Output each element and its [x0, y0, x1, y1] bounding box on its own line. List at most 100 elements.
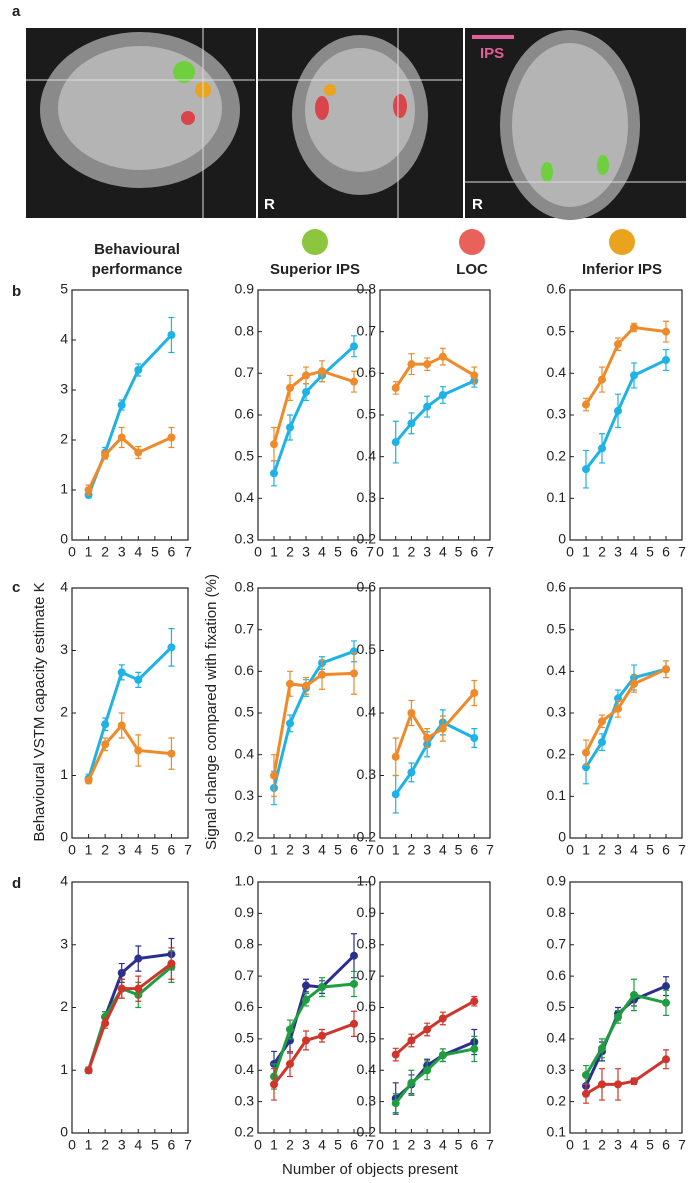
- data-point: [582, 400, 590, 409]
- x-tick-label: 0: [376, 1137, 384, 1153]
- data-point: [423, 734, 432, 742]
- series-line: [394, 379, 475, 444]
- panel-label: a: [12, 3, 21, 20]
- data-point: [662, 356, 670, 364]
- y-tick-label: 0.1: [547, 1124, 567, 1140]
- x-tick-label: 6: [168, 842, 176, 858]
- y-axis-title: Signal change compared with fixation (%): [203, 574, 220, 850]
- x-tick-label: 6: [662, 1137, 670, 1153]
- x-tick-label: 5: [151, 842, 159, 858]
- y-tick-label: 0.6: [547, 579, 567, 595]
- series-line: [272, 982, 355, 1078]
- data-point: [270, 469, 278, 478]
- data-point: [302, 371, 310, 380]
- brain-images: R IPS R: [26, 28, 686, 220]
- x-tick-label: 2: [408, 1137, 416, 1153]
- blob: [181, 111, 195, 125]
- y-tick-label: 0.2: [357, 829, 377, 845]
- x-tick-label: 4: [439, 1137, 447, 1153]
- data-point: [614, 406, 622, 415]
- plot-frame: [257, 881, 371, 1134]
- x-tick-label: 7: [366, 1137, 374, 1153]
- y-tick-label: 0.1: [547, 787, 567, 803]
- x-tick-label: 1: [582, 842, 590, 858]
- y-tick-label: 0.4: [235, 489, 255, 505]
- y-tick-label: 0.9: [235, 904, 255, 920]
- chart: 0.3 0.4 0.5 0.6 0.7 0.8 0.9 0 1 2 3 4 5 6 7: [235, 281, 375, 560]
- y-tick-label: 0.8: [235, 935, 255, 951]
- x-tick-label: 6: [470, 842, 478, 858]
- data-point: [598, 717, 606, 726]
- y-tick-label: 0.5: [357, 1030, 377, 1046]
- data-point: [167, 331, 176, 339]
- data-point: [286, 383, 294, 392]
- series-line: [87, 646, 173, 780]
- x-tick-label: 3: [614, 842, 622, 858]
- x-tick-label: 3: [118, 1137, 126, 1153]
- y-tick-label: 0.2: [547, 745, 567, 761]
- x-tick-label: 7: [678, 842, 686, 858]
- x-tick-label: 1: [392, 544, 400, 560]
- y-tick-label: 0.5: [235, 447, 255, 463]
- y-tick-label: 0: [558, 531, 566, 547]
- y-tick-label: 0.3: [547, 1061, 567, 1077]
- x-tick-label: 1: [270, 1137, 278, 1153]
- x-tick-label: 3: [118, 544, 126, 560]
- chart: 0 0.1 0.2 0.3 0.4 0.5 0.6 0 1 2 3 4 5 6 7: [547, 281, 687, 560]
- data-point: [134, 746, 143, 755]
- y-tick-label: 1.0: [357, 873, 377, 889]
- x-tick-label: 4: [630, 544, 638, 560]
- x-tick-label: 2: [286, 1137, 294, 1153]
- data-point: [614, 340, 622, 349]
- y-tick-label: 0.3: [357, 1092, 377, 1108]
- y-tick-label: 0.6: [547, 281, 567, 297]
- y-tick-label: 0: [60, 531, 68, 547]
- x-tick-label: 6: [168, 544, 176, 560]
- y-tick-label: 0.3: [235, 787, 255, 803]
- y-tick-label: 0.9: [235, 281, 255, 297]
- data-point: [438, 724, 447, 733]
- y-tick-label: 0.6: [235, 406, 255, 422]
- data-point: [350, 669, 358, 678]
- x-tick-label: 3: [423, 842, 431, 858]
- plot-frame: [257, 587, 371, 839]
- data-point: [84, 776, 93, 785]
- x-tick-label: 7: [486, 842, 494, 858]
- blob: [173, 61, 195, 83]
- data-point: [582, 1070, 590, 1079]
- data-point: [391, 752, 400, 761]
- y-tick-label: 1: [60, 766, 68, 782]
- y-tick-label: 5: [60, 281, 68, 297]
- y-tick-label: 0.2: [235, 829, 255, 845]
- series-line: [394, 1047, 475, 1105]
- y-tick-label: 0.4: [357, 1061, 377, 1077]
- data-point: [423, 402, 432, 411]
- y-tick-label: 0.6: [235, 998, 255, 1014]
- x-tick-label: 4: [318, 544, 326, 560]
- y-tick-label: 0.4: [547, 1030, 567, 1046]
- x-tick-label: 3: [423, 1137, 431, 1153]
- x-tick-label: 5: [455, 1137, 463, 1153]
- data-point: [167, 749, 176, 758]
- data-point: [407, 360, 416, 369]
- x-tick-label: 2: [101, 544, 109, 560]
- chart: 0.20.30.40.50.60.70.80.91.00 1 2 3 4 5 6 7: [357, 873, 495, 1153]
- x-tick-label: 4: [318, 842, 326, 858]
- x-tick-label: 2: [286, 544, 294, 560]
- x-tick-label: 7: [486, 544, 494, 560]
- series-line: [394, 692, 476, 758]
- y-tick-label: 0.6: [357, 364, 377, 380]
- data-point: [598, 375, 606, 384]
- data-point: [614, 1080, 622, 1089]
- legend-dot: [609, 229, 635, 255]
- data-point: [614, 1012, 622, 1021]
- data-point: [286, 423, 294, 432]
- data-point: [101, 1019, 110, 1028]
- data-point: [134, 984, 143, 993]
- plot-frame: [379, 289, 491, 541]
- data-point: [582, 465, 590, 474]
- y-tick-label: 0.3: [235, 1092, 255, 1108]
- x-tick-label: 4: [630, 1137, 638, 1153]
- y-tick-label: 3: [60, 641, 68, 657]
- y-tick-label: 3: [60, 935, 68, 951]
